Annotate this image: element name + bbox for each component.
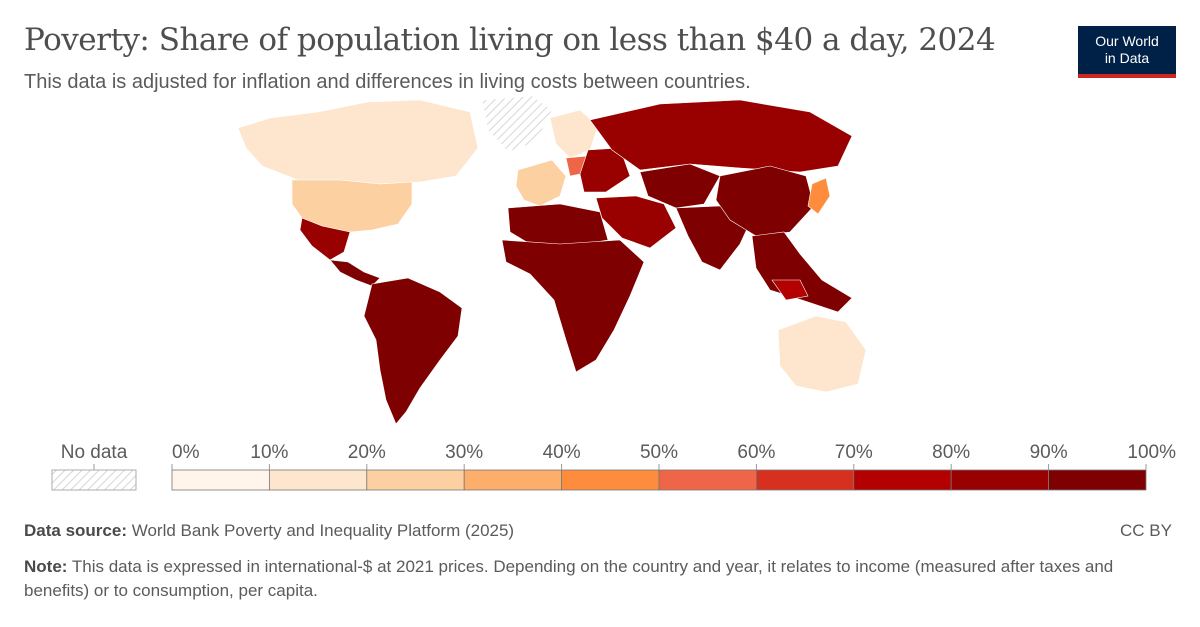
legend-bin-5[interactable] [658,469,757,491]
region-malaysia[interactable]: Malaysia [771,279,809,301]
region-russia[interactable]: Russia [589,99,853,173]
legend-tick-label: 40% [543,442,581,463]
region-australia[interactable]: Australia [777,315,867,393]
chart-note: Note: This data is expressed in internat… [24,555,1144,603]
legend-bin-4[interactable] [561,469,660,491]
legend-tick-label: 0% [172,442,200,463]
region-middle-east[interactable]: Middle East [595,195,677,249]
legend-tick-label: 50% [640,442,678,463]
legend-bin-1[interactable] [268,469,368,491]
legend-tick-label: 60% [737,442,775,463]
region-western-europe[interactable]: Western Europe [515,159,567,207]
region-central-america-caribbean[interactable]: Central America & Caribbean [329,259,381,287]
logo-line-1: Our World [1095,33,1159,49]
legend-bin-9[interactable] [1048,469,1147,491]
region-central-asia[interactable]: Central Asia [639,163,721,209]
region-south-america[interactable]: South America [363,277,463,425]
legend-bin-6[interactable] [756,469,855,491]
region-greenland[interactable]: Greenland [481,95,553,153]
data-source: Data source: World Bank Poverty and Ineq… [24,521,514,541]
legend-no-data-label: No data [61,442,128,463]
region-japan[interactable]: Japan [807,177,831,215]
note-text: This data is expressed in international-… [24,557,1114,600]
region-united-states[interactable]: United States [291,179,413,233]
legend-tick-label: 10% [250,442,288,463]
legend-tick-label: 80% [932,442,970,463]
note-label: Note: [24,557,68,576]
legend-tick-label: 20% [348,442,386,463]
license-link[interactable]: CC BY [1120,521,1172,540]
legend-tick-label: 90% [1030,442,1068,463]
color-legend: No data 0% 10% 20% 30% 40% 50% 60% 70% 80% 90% 100… [51,442,1176,491]
legend-bin-0[interactable] [171,469,270,491]
owid-logo[interactable]: Our World in Data [1078,26,1176,78]
legend-bin-7[interactable] [853,469,952,491]
source-text: World Bank Poverty and Inequality Platfo… [131,521,515,540]
region-china[interactable]: China [715,165,815,237]
legend-bin-3[interactable] [463,469,563,491]
legend-tick-label: 70% [835,442,873,463]
region-mexico[interactable]: Mexico [299,217,351,261]
legend-bin-8[interactable] [950,469,1050,491]
legend-no-data-swatch [51,469,137,491]
chart-subtitle: This data is adjusted for inflation and … [24,71,751,93]
region-canada[interactable]: Canada [237,99,479,185]
world-map[interactable]: CanadaUnited StatesGreenlandMexicoCentra… [0,0,1200,440]
legend-tick-label: 100% [1127,442,1176,463]
legend-bin-2[interactable] [366,469,465,491]
legend-tick-label: 30% [445,442,483,463]
region-southeast-asia[interactable]: Southeast Asia [751,231,853,313]
region-sub-saharan-africa[interactable]: Sub-Saharan Africa [501,239,645,373]
logo-line-2: in Data [1104,50,1150,66]
source-label: Data source: [24,521,127,540]
chart-title: Poverty: Share of population living on l… [24,22,996,58]
